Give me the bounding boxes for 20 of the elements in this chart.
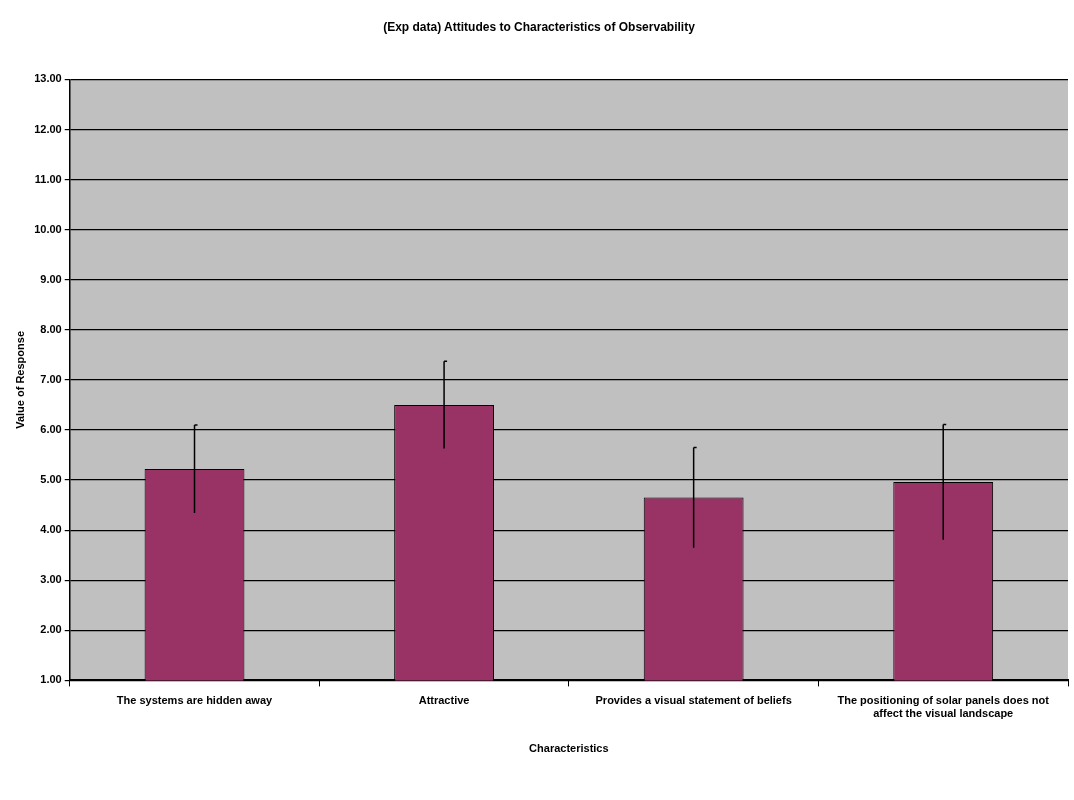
y-tick-label: 9.00 [40, 272, 62, 285]
x-tick-label: Provides a visual statement of beliefs [595, 694, 792, 707]
x-tick-label: Attractive [418, 694, 470, 707]
y-tick-label: 2.00 [40, 623, 62, 636]
y-tick-label: 4.00 [40, 523, 62, 536]
y-tick-label: 3.00 [40, 573, 62, 586]
x-axis-title: Characteristics [529, 742, 609, 755]
x-tick-label: The systems are hidden away [116, 694, 274, 707]
y-tick-label: 13.00 [34, 72, 62, 85]
x-tick-label: The positioning of solar panels does not affect the visual landscape [837, 694, 1050, 720]
y-axis-title: Value of Response [13, 330, 26, 429]
y-tick-label: 6.00 [40, 423, 62, 436]
y-tick-label: 7.00 [40, 372, 62, 385]
y-tick-label: 1.00 [40, 673, 62, 686]
y-tick-label: 5.00 [40, 473, 62, 486]
y-tick-label: 8.00 [40, 322, 62, 335]
y-tick-label: 10.00 [34, 222, 62, 235]
chart-title: (Exp data) Attitudes to Characteristics of Observability [383, 19, 696, 34]
y-tick-label: 12.00 [34, 122, 62, 135]
y-tick-label: 11.00 [34, 172, 62, 185]
